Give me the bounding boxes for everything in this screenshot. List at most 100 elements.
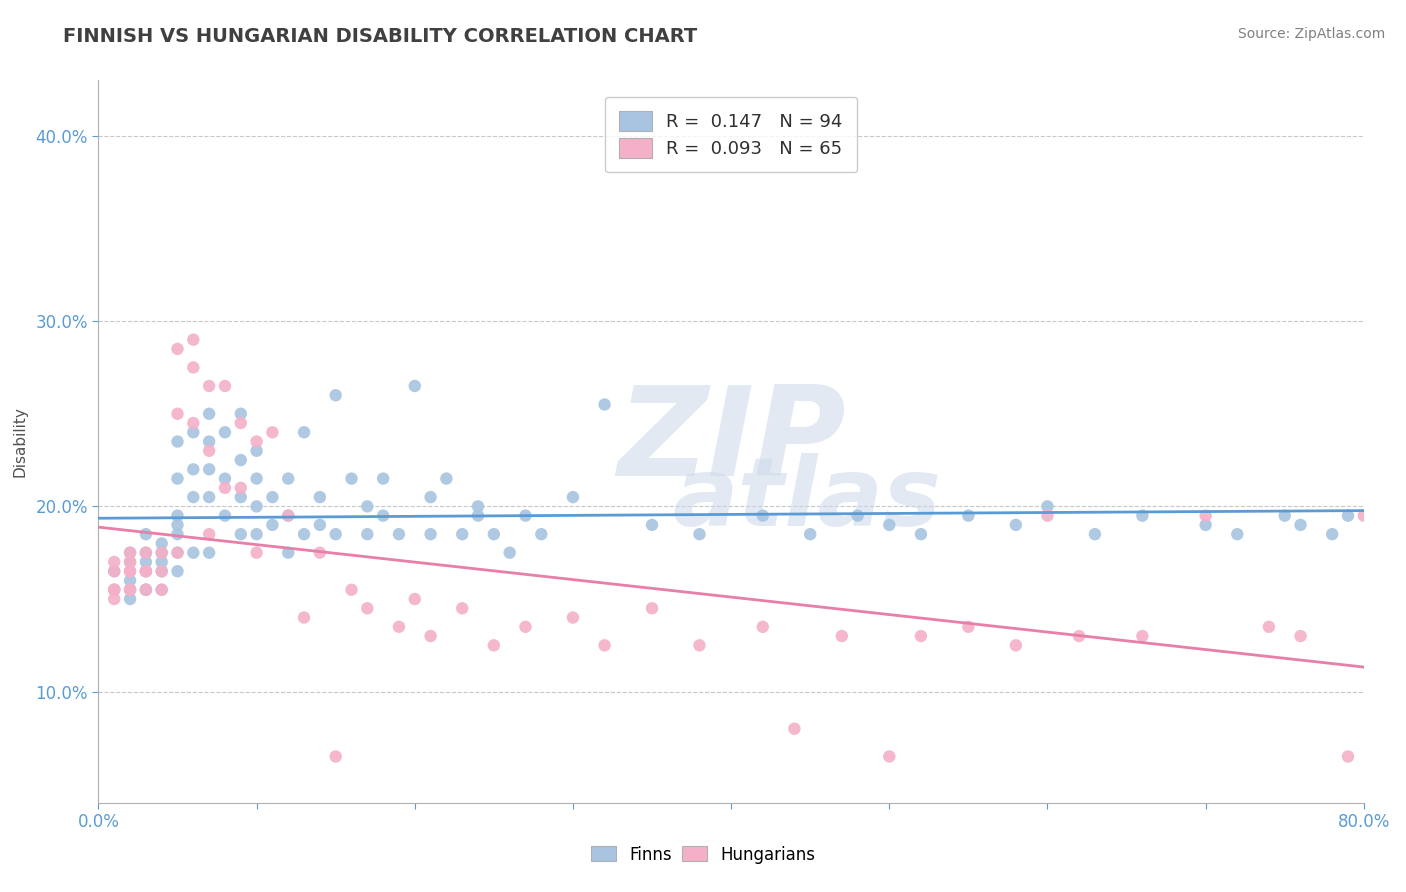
Point bbox=[135, 582, 157, 597]
Point bbox=[135, 564, 157, 578]
Point bbox=[198, 379, 221, 393]
Point bbox=[135, 582, 157, 597]
Point bbox=[246, 472, 269, 486]
Point bbox=[641, 517, 664, 532]
Text: FINNISH VS HUNGARIAN DISABILITY CORRELATION CHART: FINNISH VS HUNGARIAN DISABILITY CORRELAT… bbox=[63, 27, 697, 45]
Point bbox=[135, 564, 157, 578]
Point bbox=[120, 582, 141, 597]
Point bbox=[751, 620, 773, 634]
Point bbox=[688, 638, 710, 652]
Point bbox=[229, 490, 252, 504]
Point bbox=[1257, 620, 1279, 634]
Text: atlas: atlas bbox=[672, 453, 942, 546]
Point bbox=[1337, 749, 1360, 764]
Point bbox=[436, 472, 458, 486]
Point bbox=[198, 527, 221, 541]
Point bbox=[135, 546, 157, 560]
Point bbox=[135, 564, 157, 578]
Point bbox=[183, 462, 205, 476]
Point bbox=[292, 527, 315, 541]
Point bbox=[120, 546, 141, 560]
Point bbox=[451, 601, 474, 615]
Point bbox=[166, 527, 188, 541]
Point bbox=[530, 527, 553, 541]
Point bbox=[103, 582, 125, 597]
Point bbox=[229, 481, 252, 495]
Point bbox=[292, 425, 315, 440]
Point bbox=[166, 517, 188, 532]
Point bbox=[120, 555, 141, 569]
Point bbox=[166, 434, 188, 449]
Point bbox=[120, 582, 141, 597]
Point bbox=[1130, 629, 1153, 643]
Point bbox=[515, 620, 537, 634]
Point bbox=[1289, 629, 1312, 643]
Point bbox=[1194, 508, 1216, 523]
Point bbox=[166, 546, 188, 560]
Point bbox=[1289, 517, 1312, 532]
Point bbox=[183, 546, 205, 560]
Point bbox=[229, 453, 252, 467]
Point bbox=[120, 564, 141, 578]
Point bbox=[135, 582, 157, 597]
Point bbox=[467, 500, 489, 514]
Point bbox=[783, 722, 806, 736]
Point bbox=[166, 472, 188, 486]
Point bbox=[325, 749, 347, 764]
Point bbox=[482, 527, 505, 541]
Point bbox=[799, 527, 821, 541]
Point bbox=[277, 508, 299, 523]
Point bbox=[198, 434, 221, 449]
Point bbox=[103, 555, 125, 569]
Point bbox=[246, 527, 269, 541]
Point bbox=[1036, 508, 1059, 523]
Point bbox=[1353, 508, 1375, 523]
Point bbox=[1004, 638, 1026, 652]
Point bbox=[1194, 517, 1216, 532]
Point bbox=[356, 500, 378, 514]
Point bbox=[593, 397, 616, 411]
Point bbox=[277, 546, 299, 560]
Point bbox=[356, 601, 378, 615]
Point bbox=[1036, 500, 1059, 514]
Point bbox=[183, 490, 205, 504]
Point bbox=[388, 527, 411, 541]
Point bbox=[292, 610, 315, 624]
Point bbox=[467, 508, 489, 523]
Point bbox=[166, 546, 188, 560]
Legend: R =  0.147   N = 94, R =  0.093   N = 65: R = 0.147 N = 94, R = 0.093 N = 65 bbox=[605, 96, 858, 172]
Point bbox=[340, 472, 363, 486]
Point bbox=[262, 517, 284, 532]
Point bbox=[120, 564, 141, 578]
Point bbox=[388, 620, 411, 634]
Point bbox=[150, 546, 173, 560]
Point bbox=[1004, 517, 1026, 532]
Point bbox=[309, 546, 332, 560]
Point bbox=[166, 407, 188, 421]
Point bbox=[103, 582, 125, 597]
Point bbox=[404, 379, 426, 393]
Point bbox=[246, 500, 269, 514]
Point bbox=[246, 546, 269, 560]
Point bbox=[150, 564, 173, 578]
Point bbox=[246, 434, 269, 449]
Point bbox=[1274, 508, 1296, 523]
Point bbox=[498, 546, 520, 560]
Point bbox=[419, 490, 441, 504]
Point bbox=[277, 472, 299, 486]
Point bbox=[957, 508, 980, 523]
Point bbox=[214, 472, 236, 486]
Point bbox=[561, 490, 585, 504]
Point bbox=[183, 416, 205, 430]
Point bbox=[150, 555, 173, 569]
Point bbox=[229, 416, 252, 430]
Point bbox=[166, 564, 188, 578]
Point bbox=[198, 407, 221, 421]
Point bbox=[910, 629, 932, 643]
Point bbox=[135, 564, 157, 578]
Point bbox=[214, 425, 236, 440]
Point bbox=[150, 582, 173, 597]
Point bbox=[135, 527, 157, 541]
Point bbox=[229, 407, 252, 421]
Text: Source: ZipAtlas.com: Source: ZipAtlas.com bbox=[1237, 27, 1385, 41]
